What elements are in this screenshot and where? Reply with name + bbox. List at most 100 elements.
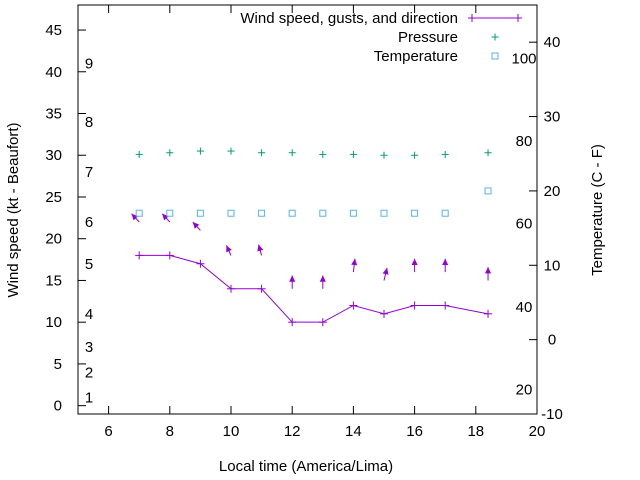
legend-label-pressure: Pressure	[398, 29, 458, 46]
beaufort-label: 7	[85, 164, 93, 181]
beaufort-label: 9	[85, 55, 93, 72]
pressure-point	[288, 149, 296, 157]
beaufort-label: 3	[85, 339, 93, 356]
wind-speed-point	[257, 284, 266, 293]
y-tick-label-right: 10	[544, 257, 561, 274]
wind-speed-point	[165, 251, 174, 260]
legend-label-wind: Wind speed, gusts, and direction	[240, 10, 458, 27]
x-tick-label: 12	[284, 423, 301, 440]
wind-speed-point	[135, 251, 144, 260]
fahrenheit-label: 40	[516, 299, 533, 316]
wind-direction-arrow	[289, 275, 296, 289]
pressure-point	[258, 149, 266, 157]
wind-direction-arrow	[225, 245, 232, 256]
pressure-point	[166, 149, 174, 157]
legend-symbol-wind-start	[468, 14, 476, 22]
wind-direction-arrow	[161, 213, 171, 223]
pressure-point	[196, 147, 204, 155]
temperature-point	[411, 209, 419, 217]
y-tick-label-right: 30	[544, 109, 561, 126]
temperature-point	[441, 209, 449, 217]
temperature-point	[319, 209, 327, 217]
x-tick-label: 6	[104, 423, 112, 440]
y-tick-label-left: 25	[45, 189, 62, 206]
plot-frame	[77, 4, 538, 415]
x-tick-label: 14	[345, 423, 362, 440]
legend-symbol-wind-end	[514, 14, 522, 22]
temperature-point	[258, 209, 266, 217]
temperature-point	[349, 209, 357, 217]
x-tick-label: 20	[529, 423, 546, 440]
pressure-point	[227, 147, 235, 155]
y-axis-label-right: Temperature (C - F)	[589, 144, 606, 276]
temperature-point	[196, 209, 204, 217]
fahrenheit-label: 20	[516, 381, 533, 398]
beaufort-label: 5	[85, 256, 93, 273]
y-axis-label-left: Wind speed (kt - Beaufort)	[5, 122, 22, 297]
wind-speed-point	[196, 259, 205, 268]
y-tick-label-left: 5	[54, 356, 62, 373]
fahrenheit-label: 60	[516, 216, 533, 233]
beaufort-label: 8	[85, 114, 93, 131]
wind-direction-arrow	[257, 244, 264, 256]
pressure-point	[380, 151, 388, 159]
y-tick-label-right: -10	[541, 406, 563, 423]
y-tick-label-left: 10	[45, 314, 62, 331]
x-tick-label: 10	[223, 423, 240, 440]
y-tick-label-left: 0	[54, 398, 62, 415]
wind-speed-point	[380, 309, 388, 318]
y-tick-label-right: 0	[548, 332, 556, 349]
wind-direction-arrow	[411, 258, 418, 273]
pressure-point	[411, 151, 419, 159]
wind-direction-arrow	[484, 267, 492, 281]
wind-speed-point	[227, 284, 235, 293]
y-tick-label-left: 35	[45, 106, 62, 123]
pressure-point	[349, 150, 357, 158]
pressure-point	[319, 150, 327, 158]
beaufort-label: 4	[85, 306, 93, 323]
pressure-point	[135, 150, 143, 158]
wind-speed-point	[318, 318, 327, 327]
legend: Wind speed, gusts, and direction Pressur…	[240, 10, 522, 65]
wind-speed-point	[349, 301, 358, 310]
y-tick-label-left: 30	[45, 147, 62, 164]
fahrenheit-label: 80	[516, 133, 533, 150]
wind-speed-point	[441, 301, 450, 310]
wind-direction-arrow	[442, 258, 449, 273]
x-tick-label: 8	[166, 423, 174, 440]
y-tick-label-left: 15	[45, 272, 62, 289]
wind-direction-arrow	[192, 221, 201, 231]
y-tick-label-left: 40	[45, 64, 62, 81]
y-tick-label-right: 40	[544, 34, 561, 51]
legend-label-temperature: Temperature	[374, 48, 458, 65]
x-tick-label: 18	[467, 423, 484, 440]
temperature-point	[135, 209, 143, 217]
beaufort-label: 1	[85, 389, 93, 406]
fahrenheit-label: 100	[511, 51, 536, 68]
wind-speed-line	[139, 254, 489, 323]
y-tick-label-left: 45	[45, 22, 62, 39]
wind-direction-arrow	[319, 275, 326, 289]
pressure-point	[484, 149, 492, 157]
beaufort-label: 2	[85, 364, 93, 381]
temperature-point	[227, 209, 235, 217]
x-tick-label: 16	[406, 423, 423, 440]
y-tick-label-left: 20	[45, 231, 62, 248]
wind-speed-point	[410, 301, 419, 310]
legend-symbol-temperature	[491, 52, 499, 60]
y-tick-label-right: 20	[544, 183, 561, 200]
legend-symbol-pressure	[491, 33, 499, 41]
wind-direction-arrow	[351, 258, 358, 273]
beaufort-label: 6	[85, 214, 93, 231]
wind-direction-arrow	[131, 213, 140, 223]
wind-speed-point	[288, 318, 297, 327]
pressure-point	[441, 150, 449, 158]
temperature-point	[380, 209, 388, 217]
temperature-point	[288, 209, 296, 217]
wind-direction-arrow	[382, 267, 389, 281]
x-axis-label: Local time (America/Lima)	[219, 458, 393, 475]
temperature-point	[166, 209, 174, 217]
temperature-point	[484, 187, 492, 195]
